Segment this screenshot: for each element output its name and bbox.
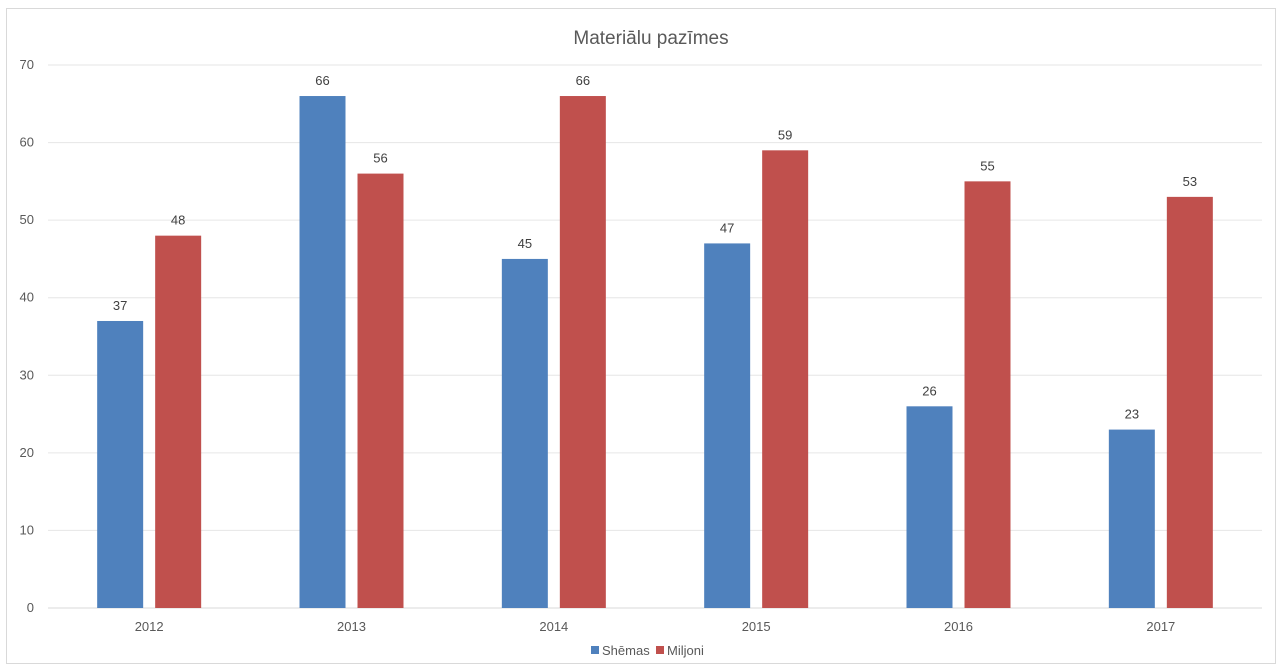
y-tick-label: 30 [20,367,34,382]
bar-miljoni-2015 [762,150,809,609]
bar-shēmas-2013 [299,96,346,609]
y-tick-label: 10 [20,522,34,537]
x-tick-label: 2013 [337,619,366,634]
y-tick-label: 40 [20,290,34,305]
data-label: 45 [518,236,532,251]
bar-shēmas-2012 [97,320,144,608]
legend-label: Miljoni [667,643,704,658]
y-tick-label: 70 [20,57,34,72]
y-tick-label: 20 [20,445,34,460]
chart-title: Materiālu pazīmes [573,28,728,49]
data-label: 48 [171,213,185,228]
x-tick-label: 2012 [135,619,164,634]
bar-miljoni-2016 [964,181,1011,608]
x-tick-label: 2015 [742,619,771,634]
bar-shēmas-2015 [704,243,751,608]
bar-miljoni-2012 [155,235,202,608]
y-tick-label: 60 [20,135,34,150]
chart-frame [6,8,1276,664]
data-label: 56 [373,151,387,166]
data-label: 55 [980,158,994,173]
data-label: 26 [922,383,936,398]
data-label: 59 [778,127,792,142]
data-label: 23 [1125,407,1139,422]
y-tick-label: 50 [20,212,34,227]
bar-miljoni-2014 [559,96,606,609]
x-tick-label: 2017 [1146,619,1175,634]
data-label: 47 [720,220,734,235]
bar-shēmas-2014 [501,258,548,608]
data-label: 66 [315,73,329,88]
bar-shēmas-2017 [1108,429,1155,608]
x-tick-label: 2014 [539,619,568,634]
bar-shēmas-2016 [906,406,953,608]
bar-miljoni-2013 [357,173,404,608]
bar-miljoni-2017 [1166,196,1213,608]
x-tick-label: 2016 [944,619,973,634]
legend-swatch-miljoni [656,646,664,654]
data-label: 66 [576,73,590,88]
legend-swatch-shēmas [591,646,599,654]
y-tick-label: 0 [27,600,34,615]
data-label: 37 [113,298,127,313]
data-label: 53 [1183,174,1197,189]
legend-label: Shēmas [602,643,650,658]
